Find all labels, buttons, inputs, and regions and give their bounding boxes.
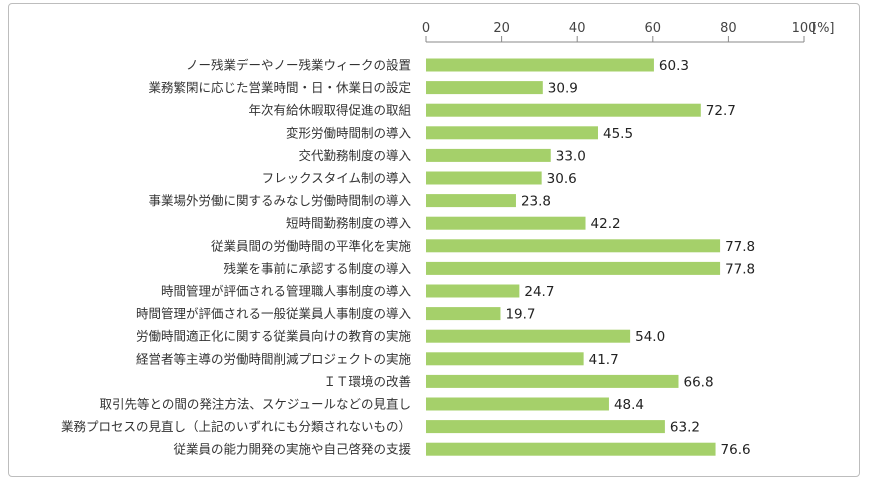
category-label: 残業を事前に承認する制度の導入 bbox=[223, 261, 411, 276]
category-label: 経営者等主導の労働時間削減プロジェクトの実施 bbox=[136, 351, 412, 366]
bar bbox=[426, 261, 721, 275]
category-label: 労働時間適正化に関する従業員向けの教育の実施 bbox=[136, 329, 412, 344]
category-label: フレックスタイム制の導入 bbox=[262, 171, 412, 186]
data-label: 77.8 bbox=[725, 239, 755, 255]
category-label: 年次有給休暇取得促進の取組 bbox=[248, 103, 411, 118]
bar bbox=[426, 307, 501, 321]
data-label: 76.6 bbox=[721, 442, 751, 458]
category-label: 時間管理が評価される管理職人事制度の導入 bbox=[161, 284, 412, 299]
data-label: 45.5 bbox=[603, 126, 633, 142]
data-label: 30.6 bbox=[547, 171, 577, 187]
bar bbox=[426, 194, 516, 208]
data-label: 63.2 bbox=[670, 420, 700, 436]
category-label: 短時間勤務制度の導入 bbox=[286, 216, 412, 231]
data-label: 54.0 bbox=[635, 329, 665, 345]
category-label: 従業員の能力開発の実施や自己啓発の支援 bbox=[173, 442, 411, 457]
bar bbox=[426, 126, 598, 140]
data-label: 42.2 bbox=[591, 216, 621, 232]
bar bbox=[426, 352, 584, 366]
data-label: 33.0 bbox=[556, 148, 586, 164]
bar bbox=[426, 442, 716, 456]
data-label: 24.7 bbox=[524, 284, 554, 300]
bar bbox=[426, 216, 586, 230]
x-tick-label: 40 bbox=[569, 21, 586, 36]
x-tick-label: 100 bbox=[792, 21, 817, 36]
bar bbox=[426, 239, 721, 253]
data-label: 66.8 bbox=[684, 374, 714, 390]
data-label: 23.8 bbox=[521, 194, 551, 210]
data-label: 30.9 bbox=[548, 81, 578, 97]
bar bbox=[426, 397, 609, 411]
bar bbox=[426, 81, 543, 95]
data-label: 48.4 bbox=[614, 397, 644, 413]
category-label: 変形労働時間制の導入 bbox=[286, 125, 412, 140]
x-tick-label: 0 bbox=[422, 21, 430, 36]
bar bbox=[426, 374, 679, 388]
category-label: ノー残業デーやノー残業ウィークの設置 bbox=[186, 58, 411, 73]
bar bbox=[426, 103, 701, 117]
bar bbox=[426, 284, 520, 298]
x-tick-label: 60 bbox=[645, 21, 662, 36]
category-label: 取引先等との間の発注方法、スケジュールなどの見直し bbox=[99, 397, 411, 412]
bar bbox=[426, 58, 654, 72]
data-label: 72.7 bbox=[706, 103, 736, 119]
bar bbox=[426, 329, 631, 343]
unit-label: [%] bbox=[812, 21, 835, 36]
bar bbox=[426, 420, 665, 434]
category-label: 業務繁閑に応じた営業時間・日・休業日の設定 bbox=[148, 80, 411, 95]
data-label: 19.7 bbox=[505, 307, 535, 323]
x-tick-label: 20 bbox=[493, 21, 510, 36]
data-label: 60.3 bbox=[659, 58, 689, 74]
category-label: 事業場外労働に関するみなし労働時間制の導入 bbox=[148, 193, 411, 208]
chart-frame bbox=[8, 3, 860, 477]
x-tick-label: 80 bbox=[720, 21, 737, 36]
category-label: 業務プロセスの見直し（上記のいずれにも分類されないもの） bbox=[61, 419, 411, 434]
category-label: 従業員間の労働時間の平準化を実施 bbox=[211, 238, 412, 253]
bar bbox=[426, 171, 542, 185]
category-label: 時間管理が評価される一般従業員人事制度の導入 bbox=[136, 306, 412, 321]
category-label: 交代勤務制度の導入 bbox=[298, 148, 411, 163]
data-label: 41.7 bbox=[589, 352, 619, 368]
data-label: 77.8 bbox=[725, 261, 755, 277]
bar bbox=[426, 148, 551, 162]
category-label: ＩＴ環境の改善 bbox=[323, 374, 411, 389]
